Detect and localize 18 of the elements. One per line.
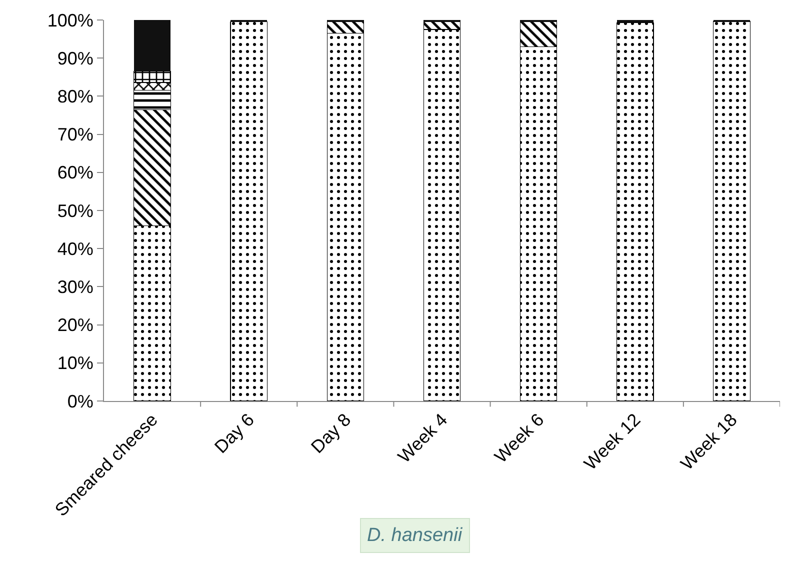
- y-tick-label: 70%: [57, 124, 94, 145]
- y-tick-label: 0%: [67, 391, 94, 412]
- y-tick-label: 100%: [47, 10, 94, 30]
- y-tick-label: 90%: [57, 48, 94, 68]
- y-tick-label: 20%: [57, 315, 94, 336]
- y-tick-label: 50%: [57, 200, 94, 221]
- bar: [134, 20, 171, 72]
- y-tick-label: 30%: [57, 277, 94, 297]
- y-tick-label: 80%: [57, 86, 94, 106]
- y-tick-label: 60%: [57, 162, 94, 183]
- x-tick-label: Day 6: [210, 410, 258, 458]
- bar: [616, 22, 654, 401]
- text: D. hansenii: [367, 525, 463, 546]
- bar: [230, 22, 268, 401]
- y-tick-label: 40%: [57, 238, 94, 259]
- y-tick-label: 10%: [57, 353, 94, 374]
- bar: [713, 20, 750, 401]
- x-tick-label: Day 8: [307, 410, 355, 458]
